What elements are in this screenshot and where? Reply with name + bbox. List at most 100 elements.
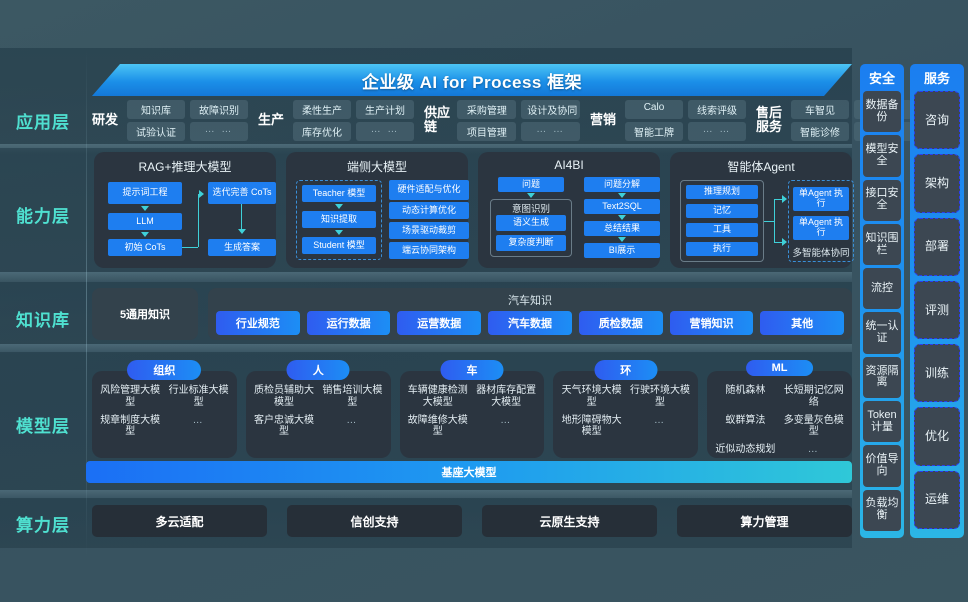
security-rail-item[interactable]: Token计量 — [863, 401, 901, 443]
knowledge-pill[interactable]: 其他 — [760, 311, 845, 335]
connector — [241, 204, 242, 230]
capability-card-ai4bi[interactable]: AI4BI 问题 意图识别 语义生成 复杂度判断 问题分解 Text2SQL 总… — [478, 152, 660, 268]
service-rail-item[interactable]: 部署 — [914, 217, 960, 276]
model-card-tag: 车 — [440, 360, 504, 380]
left-divider-line — [86, 48, 87, 558]
model-card-0[interactable]: 组织 风险管理大模型 行业标准大模型 规章制度大模型… — [92, 360, 237, 458]
security-rail-item[interactable]: 资源隔离 — [863, 356, 901, 399]
block-semantic-generation[interactable]: 语义生成 — [496, 215, 566, 231]
block-edge-cloud-arch[interactable]: 端云协同架构 — [389, 242, 469, 259]
block-text2sql[interactable]: Text2SQL — [584, 199, 660, 214]
block-generate-answer[interactable]: 生成答案 — [208, 239, 276, 256]
application-chip[interactable]: 库存优化 — [293, 121, 351, 141]
block-iterative-cots[interactable]: 迭代完善 CoTs — [208, 182, 276, 204]
block-memory[interactable]: 记忆 — [686, 204, 758, 218]
block-complexity-judgement[interactable]: 复杂度判断 — [496, 235, 566, 251]
block-single-agent-2[interactable]: 单Agent 执行 — [793, 216, 849, 240]
block-question[interactable]: 问题 — [498, 177, 564, 192]
application-chip[interactable]: 智能工牌 — [625, 121, 683, 141]
model-card-1[interactable]: 人质检员辅助大模型 销售培训大模型 客户忠诚大模型… — [245, 360, 391, 458]
knowledge-pill[interactable]: 运行数据 — [306, 311, 391, 335]
application-chip[interactable]: 线索评级 — [688, 99, 746, 119]
connector — [774, 199, 782, 200]
application-group-3[interactable]: 营销 Calo 线索评级 智能工牌… … — [590, 99, 746, 141]
knowledge-general-card[interactable]: 5通用知识 — [92, 288, 198, 340]
application-group-name: 研发 — [92, 112, 119, 128]
application-chip-list: 知识库 故障识别 试验认证… … — [127, 99, 248, 141]
block-summary-result[interactable]: 总结结果 — [584, 221, 660, 236]
security-rail-item[interactable]: 流控 — [863, 268, 901, 310]
application-chip[interactable]: 采购管理 — [457, 99, 517, 119]
model-card-2[interactable]: 车车辆健康检测大模型 器材库存配置大模型 故障维修大模型… — [399, 360, 545, 458]
knowledge-pill[interactable]: 运营数据 — [397, 311, 482, 335]
model-cards: 组织 风险管理大模型 行业标准大模型 规章制度大模型… 人质检员辅助大模型 销售培训大模型… — [92, 360, 852, 458]
security-rail-item[interactable]: 模型安全 — [863, 135, 901, 177]
compute-chip[interactable]: 云原生支持 — [482, 505, 657, 537]
knowledge-pill-list: 行业规范 运行数据 运营数据 汽车数据 质检数据 营销知识 其他 — [208, 308, 852, 335]
application-chip[interactable]: 柔性生产 — [293, 99, 351, 119]
intent-recognition-group — [490, 199, 572, 257]
compute-chip[interactable]: 多云适配 — [92, 505, 267, 537]
model-card-3[interactable]: 环天气环境大模型 行驶环境大模型 地形障碍物大模型… — [553, 360, 699, 458]
block-llm[interactable]: LLM — [108, 213, 182, 230]
application-chip[interactable]: 项目管理 — [457, 121, 517, 141]
application-chip[interactable]: 试验认证 — [127, 121, 185, 141]
security-rail-item[interactable]: 价值导向 — [863, 445, 901, 487]
arrow-right-icon — [782, 238, 787, 246]
application-chip[interactable]: 车智见 — [791, 99, 849, 119]
model-card-4[interactable]: ML 随机森林 长短期记忆网络 蚁群算法 多变量灰色模型 近似动态规划… — [707, 360, 852, 458]
application-chip[interactable]: … … — [190, 121, 248, 141]
model-item: 规章制度大模型 — [100, 414, 161, 438]
service-rail-item[interactable]: 架构 — [914, 154, 960, 213]
application-chip[interactable]: 智能诊修 — [791, 121, 849, 141]
block-student-model[interactable]: Student 模型 — [302, 237, 376, 254]
service-rail-item[interactable]: 评测 — [914, 280, 960, 340]
application-chip[interactable]: … … — [688, 121, 746, 141]
application-chip[interactable]: 设计及协同 — [521, 99, 580, 119]
service-rail-item[interactable]: 训练 — [914, 344, 960, 403]
service-rail-item[interactable]: 运维 — [914, 470, 960, 529]
block-teacher-model[interactable]: Teacher 模型 — [302, 185, 376, 202]
compute-chip[interactable]: 信创支持 — [287, 505, 462, 537]
knowledge-pill[interactable]: 营销知识 — [669, 311, 754, 335]
block-reasoning-planning[interactable]: 推理规划 — [686, 185, 758, 199]
base-model-bar[interactable]: 基座大模型 — [86, 461, 852, 483]
knowledge-pill[interactable]: 质检数据 — [578, 311, 663, 335]
block-knowledge-extract[interactable]: 知识提取 — [302, 211, 376, 228]
block-bi-display[interactable]: BI展示 — [584, 243, 660, 258]
page-title: 企业级 AI for Process 框架 — [361, 72, 583, 92]
block-dynamic-compute[interactable]: 动态计算优化 — [389, 202, 469, 219]
application-chip[interactable]: 生产计划 — [356, 99, 414, 119]
capability-card-agent[interactable]: 智能体Agent 推理规划 记忆 工具 执行 单Agent 执行 单Agent … — [670, 152, 854, 268]
block-tools[interactable]: 工具 — [686, 223, 758, 237]
security-rail-item[interactable]: 负载均衡 — [863, 489, 901, 531]
service-rail-item[interactable]: 优化 — [914, 407, 960, 466]
application-chip[interactable]: … … — [521, 121, 580, 141]
knowledge-pill[interactable]: 汽车数据 — [488, 311, 572, 335]
application-chip[interactable]: … … — [356, 121, 414, 141]
security-rail-item[interactable]: 统一认证 — [863, 312, 901, 354]
service-rail-item[interactable]: 咨询 — [914, 91, 960, 150]
application-chip[interactable]: 知识库 — [127, 99, 185, 119]
application-group-2[interactable]: 供应链 采购管理 设计及协同 项目管理… … — [424, 99, 580, 141]
application-chip-list: 柔性生产 生产计划 库存优化… … — [293, 99, 414, 141]
block-hw-adaptation[interactable]: 硬件适配与优化 — [389, 180, 469, 200]
compute-chip[interactable]: 算力管理 — [677, 505, 852, 537]
security-rail-item[interactable]: 数据备份 — [863, 91, 901, 133]
application-chip[interactable]: Calo — [625, 99, 683, 119]
knowledge-pill[interactable]: 行业规范 — [216, 311, 300, 335]
block-prompt-engineering[interactable]: 提示词工程 — [108, 182, 182, 204]
security-rail-item[interactable]: 接口安全 — [863, 179, 901, 221]
application-group-0[interactable]: 研发 知识库 故障识别 试验认证… … — [92, 99, 248, 141]
block-question-decompose[interactable]: 问题分解 — [584, 177, 660, 192]
block-scenario-pruning[interactable]: 场景驱动裁剪 — [389, 222, 469, 239]
application-chip[interactable]: 故障识别 — [190, 99, 248, 119]
security-rail-item[interactable]: 知识围栏 — [863, 223, 901, 266]
block-single-agent-1[interactable]: 单Agent 执行 — [793, 187, 849, 211]
capability-card-edge[interactable]: 端侧大模型 Teacher 模型 知识提取 Student 模型 硬件适配与优化… — [286, 152, 469, 268]
block-initial-cots[interactable]: 初始 CoTs — [108, 239, 182, 256]
block-execution[interactable]: 执行 — [686, 242, 758, 256]
capability-card-rag[interactable]: RAG+推理大模型 提示词工程 LLM 初始 CoTs 迭代完善 CoTs 生成… — [94, 152, 276, 268]
model-item: 长短期记忆网络 — [783, 385, 844, 408]
application-group-1[interactable]: 生产 柔性生产 生产计划 库存优化… … — [258, 99, 414, 141]
